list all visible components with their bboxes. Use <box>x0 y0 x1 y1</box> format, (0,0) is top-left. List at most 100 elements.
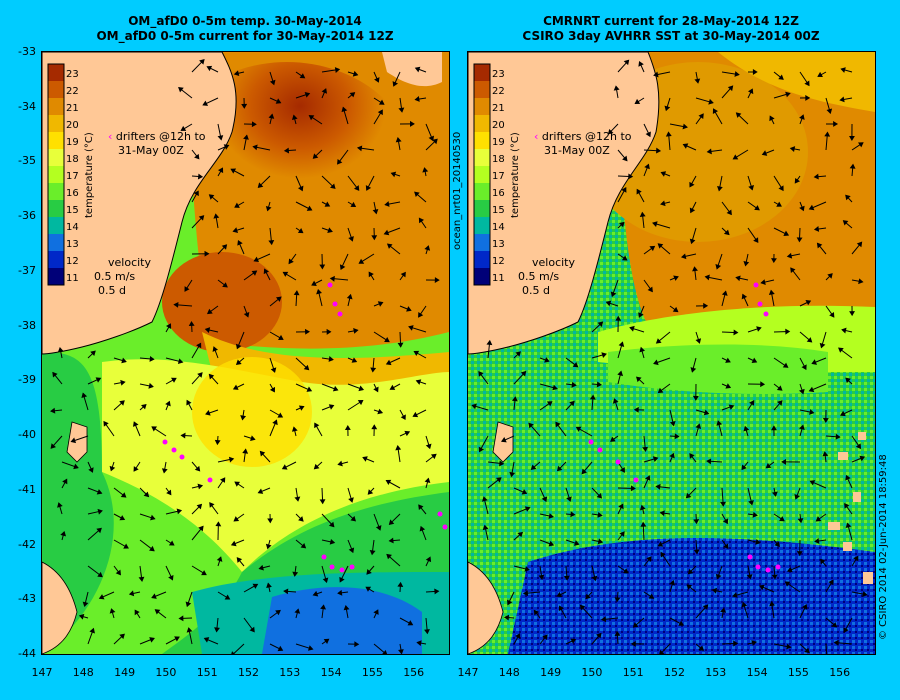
colorbar-tick-label: 12 <box>66 255 79 267</box>
current-arrowhead <box>82 601 89 608</box>
current-arrowhead <box>619 531 625 537</box>
current-arrowhead <box>570 511 576 518</box>
current-arrowhead <box>723 229 730 236</box>
current-arrowhead <box>756 326 762 332</box>
current-arrowhead <box>385 359 392 366</box>
current-arrowhead <box>481 496 488 502</box>
current-arrowhead <box>231 651 235 654</box>
current-arrowhead <box>186 399 192 406</box>
current-arrowhead <box>350 515 357 522</box>
current-arrowhead <box>804 80 810 87</box>
current-arrowhead <box>358 258 365 264</box>
current-arrowhead <box>228 456 235 463</box>
current-arrowhead <box>515 633 521 639</box>
current-arrowhead <box>277 412 284 418</box>
velocity-value1: 0.5 m/s <box>94 270 136 283</box>
current-arrowhead <box>320 604 327 610</box>
current-arrowhead <box>664 105 671 112</box>
current-arrowhead <box>674 433 680 440</box>
current-arrowhead <box>418 217 425 224</box>
left-map-panel[interactable] <box>41 51 450 655</box>
tasmania-coast <box>42 561 78 654</box>
y-tick-label: -36 <box>18 209 36 223</box>
colorbar-title-right: temperature (°C) <box>510 132 521 218</box>
current-arrowhead <box>300 542 307 549</box>
left-map-svg <box>42 52 449 654</box>
current-arrowhead <box>224 594 231 600</box>
current-arrowhead <box>242 448 249 454</box>
current-arrowhead <box>591 575 598 582</box>
current-arrowhead <box>232 227 239 234</box>
current-arrowhead <box>782 362 789 368</box>
current-arrowhead <box>390 171 397 178</box>
current-arrowhead <box>237 240 243 246</box>
current-arrowhead <box>563 575 570 581</box>
x-tick-label: 151 <box>196 666 218 679</box>
current-arrowhead <box>596 632 602 639</box>
current-arrowhead <box>613 85 620 91</box>
current-arrowhead <box>659 510 665 517</box>
right-title-line1: CMRNRT current for 28-May-2014 12Z <box>543 14 799 28</box>
current-arrowhead <box>849 163 856 169</box>
current-arrowhead <box>655 483 661 490</box>
current-arrowhead <box>733 329 739 336</box>
current-arrowhead <box>813 226 820 232</box>
x-tick-label: 148 <box>72 666 94 679</box>
current-arrowhead <box>253 256 259 263</box>
current-arrowhead <box>251 121 257 128</box>
current-arrowhead <box>796 237 803 243</box>
current-arrowhead <box>859 455 866 462</box>
current-arrowhead <box>660 200 666 207</box>
current-arrowhead <box>528 422 534 429</box>
current-arrowhead <box>397 342 404 348</box>
colorbar-swatch <box>474 64 490 82</box>
current-arrowhead <box>790 267 796 274</box>
colorbar-swatch <box>48 149 64 167</box>
current-arrowhead <box>419 525 426 532</box>
current-arrowhead <box>297 185 304 192</box>
colorbar-swatch <box>48 234 64 252</box>
colorbar-swatch <box>474 98 490 116</box>
current-arrowhead <box>424 629 430 635</box>
current-arrowhead <box>765 462 772 469</box>
current-arrowhead <box>57 502 63 508</box>
x-tick-label: 153 <box>279 666 301 679</box>
x-tick-label: 155 <box>361 666 383 679</box>
current-arrowhead <box>149 545 155 552</box>
current-arrowhead <box>771 491 778 497</box>
velocity-value2: 0.5 d <box>522 284 550 297</box>
current-arrowhead <box>704 274 710 281</box>
current-arrowhead <box>354 641 360 648</box>
current-arrowhead <box>98 594 105 600</box>
drifter-legend-right: ‹ drifters @12h to 31-May 00Z <box>534 130 632 158</box>
current-arrowhead <box>798 388 805 395</box>
current-arrowhead <box>558 605 565 612</box>
current-arrowhead <box>495 477 502 483</box>
current-arrowhead <box>329 275 335 282</box>
current-arrowhead <box>503 614 510 621</box>
current-arrowhead <box>862 591 868 597</box>
current-arrowhead <box>232 384 239 390</box>
current-arrowhead <box>346 293 353 300</box>
current-arrowhead <box>294 608 301 614</box>
current-arrowhead <box>377 301 384 307</box>
current-arrowhead <box>323 638 330 645</box>
current-arrowhead <box>748 184 755 191</box>
current-arrowhead <box>853 555 859 562</box>
current-arrowhead <box>610 291 617 298</box>
current-arrowhead <box>822 451 829 457</box>
colorbar <box>473 63 491 286</box>
current-arrowhead <box>827 273 833 279</box>
current-vectors <box>471 59 868 654</box>
current-arrowhead <box>213 213 220 219</box>
current-arrowhead <box>653 71 659 78</box>
current-arrowhead <box>367 489 374 495</box>
current-arrowhead <box>799 424 805 431</box>
current-arrowhead <box>328 521 335 528</box>
current-arrowhead <box>669 420 676 427</box>
velocity-label: velocity <box>532 256 575 269</box>
current-arrowhead <box>432 138 438 145</box>
right-map-panel[interactable] <box>467 51 876 655</box>
current-arrowhead <box>689 181 695 188</box>
current-arrowhead <box>258 564 264 571</box>
